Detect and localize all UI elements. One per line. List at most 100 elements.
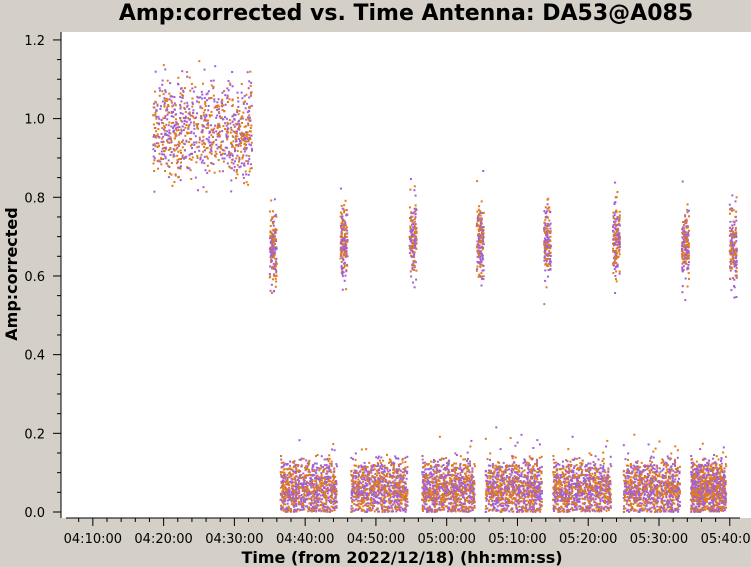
data-point [442, 498, 445, 501]
data-point [367, 504, 370, 507]
data-point [452, 488, 455, 491]
data-point [206, 123, 209, 126]
data-point [333, 507, 336, 509]
data-point [203, 142, 205, 145]
data-point [213, 154, 216, 157]
data-point [164, 132, 167, 135]
data-point [618, 234, 621, 237]
data-point [281, 499, 284, 502]
data-point [216, 147, 219, 150]
data-point [421, 504, 424, 507]
data-point [187, 127, 190, 130]
data-point [374, 476, 377, 479]
data-point [545, 263, 548, 266]
data-point [383, 465, 385, 468]
data-point [404, 489, 407, 492]
data-point [207, 139, 210, 142]
data-point [366, 474, 369, 477]
data-point [543, 243, 546, 246]
data-point [158, 94, 161, 97]
plot-area[interactable] [61, 32, 751, 518]
data-point [413, 217, 416, 220]
data-point [414, 246, 417, 249]
data-point [410, 229, 412, 231]
data-point [469, 487, 472, 490]
data-point [200, 153, 203, 156]
data-point [363, 496, 366, 499]
data-point [453, 500, 456, 503]
data-point [317, 498, 320, 501]
data-point [318, 479, 321, 482]
data-point [734, 231, 737, 234]
data-point [331, 501, 334, 503]
data-point [181, 146, 184, 149]
data-point [330, 460, 333, 463]
data-point [320, 488, 323, 491]
data-point [477, 228, 480, 231]
data-point [176, 159, 179, 162]
data-point [218, 108, 220, 111]
data-point [318, 476, 321, 479]
data-point [314, 509, 317, 512]
data-point [546, 252, 549, 255]
data-point [292, 481, 295, 484]
data-point [400, 502, 403, 505]
data-point [447, 488, 450, 491]
data-point [162, 150, 165, 153]
data-point [683, 240, 685, 243]
data-point [320, 504, 323, 507]
data-point [344, 241, 347, 244]
data-point [270, 253, 273, 256]
data-point [396, 493, 399, 496]
data-point [439, 509, 442, 512]
data-point [303, 508, 306, 511]
data-point [492, 474, 495, 477]
data-point [437, 465, 440, 467]
data-point [545, 247, 548, 250]
data-point [194, 135, 197, 138]
data-point [548, 262, 551, 265]
data-point [286, 509, 289, 512]
data-point [615, 196, 618, 199]
data-point [376, 483, 379, 486]
data-point [159, 89, 161, 92]
data-point [236, 149, 239, 152]
data-point [376, 490, 379, 493]
data-point [235, 157, 238, 160]
data-point [423, 505, 426, 508]
data-point [536, 481, 539, 484]
data-point [246, 111, 249, 114]
data-point [394, 479, 397, 482]
data-point [443, 482, 445, 485]
data-point [222, 149, 224, 152]
data-point [346, 255, 349, 258]
data-point [394, 500, 397, 503]
data-point [445, 467, 448, 470]
data-point [430, 467, 433, 470]
data-point [284, 477, 287, 479]
data-point [481, 233, 484, 236]
data-point [734, 215, 737, 218]
data-point [220, 153, 223, 156]
data-point [308, 473, 311, 476]
data-point [442, 506, 445, 509]
data-point [319, 500, 322, 503]
data-point [359, 470, 362, 473]
data-point [434, 500, 437, 503]
data-point [322, 485, 324, 488]
data-point [479, 214, 482, 217]
data-point [286, 510, 289, 513]
data-point [241, 97, 244, 100]
data-point [379, 490, 382, 493]
data-point [459, 476, 461, 479]
data-point [315, 486, 318, 489]
data-point [396, 490, 399, 493]
data-point [179, 112, 182, 114]
data-point [395, 484, 398, 487]
data-point [684, 248, 687, 251]
data-point [409, 230, 412, 233]
data-point [343, 211, 345, 214]
data-point [368, 479, 371, 482]
data-point [685, 243, 688, 246]
